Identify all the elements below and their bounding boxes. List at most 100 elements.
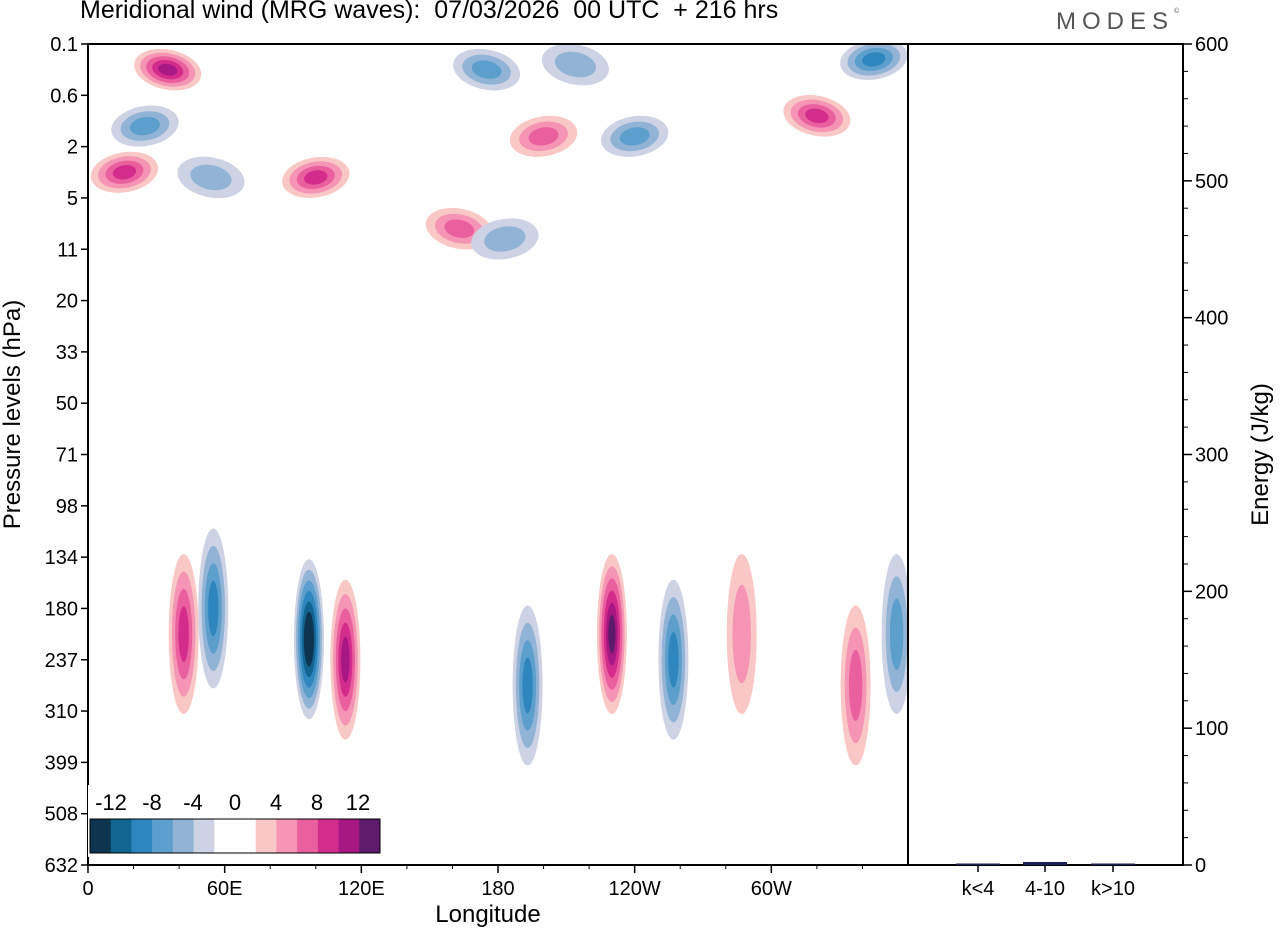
colorbar-swatch bbox=[338, 819, 360, 853]
contour-band bbox=[732, 584, 751, 684]
x-tick-label: 60E bbox=[207, 878, 243, 900]
contour-blob bbox=[658, 579, 689, 740]
colorbar-label: 8 bbox=[311, 790, 323, 815]
contour-band bbox=[305, 622, 313, 657]
contour-blob bbox=[541, 44, 609, 86]
contour-band bbox=[304, 170, 328, 185]
colorbar-swatch bbox=[276, 819, 298, 853]
energy-category-label: k>10 bbox=[1091, 878, 1135, 900]
contour-band bbox=[158, 63, 178, 76]
contour-band bbox=[848, 649, 863, 722]
colorbar-label: -12 bbox=[95, 790, 127, 815]
contour-blob bbox=[726, 554, 757, 715]
energy-category-label: 4-10 bbox=[1025, 878, 1065, 900]
contour-blob bbox=[509, 115, 578, 157]
y-tick-label: 5 bbox=[67, 188, 78, 210]
contour-band bbox=[608, 614, 616, 654]
contour-blob bbox=[90, 151, 159, 193]
energy-bar bbox=[956, 863, 1000, 865]
contour-blob bbox=[168, 554, 199, 715]
energy-tick-label: 400 bbox=[1195, 308, 1228, 330]
y-tick-label: 0.1 bbox=[50, 34, 78, 56]
energy-tick-label: 600 bbox=[1195, 34, 1228, 56]
contour-band bbox=[178, 606, 189, 662]
energy-axis-title: Energy (J/kg) bbox=[1247, 383, 1274, 526]
x-tick-label: 120E bbox=[338, 878, 385, 900]
y-tick-label: 310 bbox=[45, 701, 78, 723]
contour-band bbox=[129, 116, 160, 136]
x-tick-label: 0 bbox=[82, 878, 93, 900]
colorbar-swatch bbox=[317, 819, 340, 853]
colorbar-label: 4 bbox=[270, 790, 282, 815]
contour-blob bbox=[330, 579, 361, 740]
y-tick-label: 237 bbox=[45, 650, 78, 672]
energy-bars: k<4 4-10 k>10 bbox=[956, 861, 1135, 900]
contour-blob bbox=[601, 115, 669, 157]
contour-band bbox=[554, 51, 597, 78]
y-tick-label: 33 bbox=[56, 342, 78, 364]
contour-band bbox=[889, 598, 904, 670]
x-axis-title: Longitude bbox=[435, 901, 540, 928]
contour-blob bbox=[783, 95, 851, 137]
colorbar-label: 12 bbox=[346, 790, 370, 815]
contour-band bbox=[341, 636, 350, 683]
colorbar-frame bbox=[89, 818, 381, 854]
contour-blob bbox=[471, 218, 539, 260]
y-tick-label: 399 bbox=[45, 752, 78, 774]
energy-tick-label: 300 bbox=[1195, 445, 1228, 467]
modes-logo: MODES© bbox=[1056, 8, 1180, 35]
energy-bar bbox=[1091, 863, 1135, 865]
y-tick-label: 632 bbox=[45, 855, 78, 877]
colorbar-swatch bbox=[131, 819, 153, 853]
energy-category-label: k<4 bbox=[962, 878, 995, 900]
y-tick-label: 180 bbox=[45, 598, 78, 620]
energy-tick-label: 500 bbox=[1195, 171, 1228, 193]
contour-blob bbox=[840, 605, 871, 766]
contour-band bbox=[112, 165, 137, 180]
contour-band bbox=[805, 108, 829, 124]
y-tick-label: 2 bbox=[67, 137, 78, 159]
y-tick-label: 50 bbox=[56, 393, 78, 415]
contour-blob bbox=[134, 48, 202, 91]
contour-band bbox=[208, 580, 219, 637]
contour-blob bbox=[596, 554, 627, 715]
x-tick-label: 60W bbox=[751, 878, 792, 900]
colorbar-label: -8 bbox=[142, 790, 162, 815]
y-tick-label: 98 bbox=[56, 496, 78, 518]
contour-blob bbox=[111, 105, 179, 147]
y-tick-label: 508 bbox=[45, 804, 78, 826]
contour-band bbox=[444, 219, 475, 238]
energy-tick-label: 100 bbox=[1195, 718, 1228, 740]
contour-band bbox=[668, 631, 679, 688]
colorbar-swatch bbox=[90, 819, 112, 853]
contour-band bbox=[862, 52, 886, 67]
colorbar-label: -4 bbox=[183, 790, 203, 815]
colorbar-swatch bbox=[110, 819, 132, 853]
contour-band bbox=[619, 127, 650, 146]
contour-band bbox=[484, 226, 526, 252]
y-tick-label: 11 bbox=[57, 239, 78, 261]
colorbar-legend: -12 -8 -4 0 4 8 12 bbox=[88, 785, 382, 857]
colorbar-swatch bbox=[193, 819, 215, 853]
colorbar-swatch bbox=[235, 819, 257, 853]
contour-blob bbox=[512, 605, 543, 766]
energy-tick-label: 0 bbox=[1195, 855, 1206, 877]
energy-tick-label: 200 bbox=[1195, 581, 1228, 603]
colorbar-swatch bbox=[214, 819, 236, 853]
contour-band bbox=[471, 60, 502, 79]
heatmap-contours bbox=[90, 44, 908, 766]
colorbar-swatch bbox=[172, 819, 195, 853]
contour-blob bbox=[840, 44, 908, 80]
y-tick-label: 134 bbox=[45, 547, 78, 569]
colorbar-swatch bbox=[297, 819, 319, 853]
colorbar-label: 0 bbox=[229, 790, 241, 815]
colorbar-swatch bbox=[359, 819, 381, 853]
energy-frame bbox=[907, 43, 1184, 866]
x-tick-label: 120W bbox=[609, 878, 661, 900]
contour-band bbox=[190, 164, 232, 191]
contour-blob bbox=[198, 528, 229, 689]
y-tick-label: 0.6 bbox=[50, 85, 78, 107]
y-tick-label: 20 bbox=[56, 291, 78, 313]
x-tick-label: 180 bbox=[481, 878, 514, 900]
